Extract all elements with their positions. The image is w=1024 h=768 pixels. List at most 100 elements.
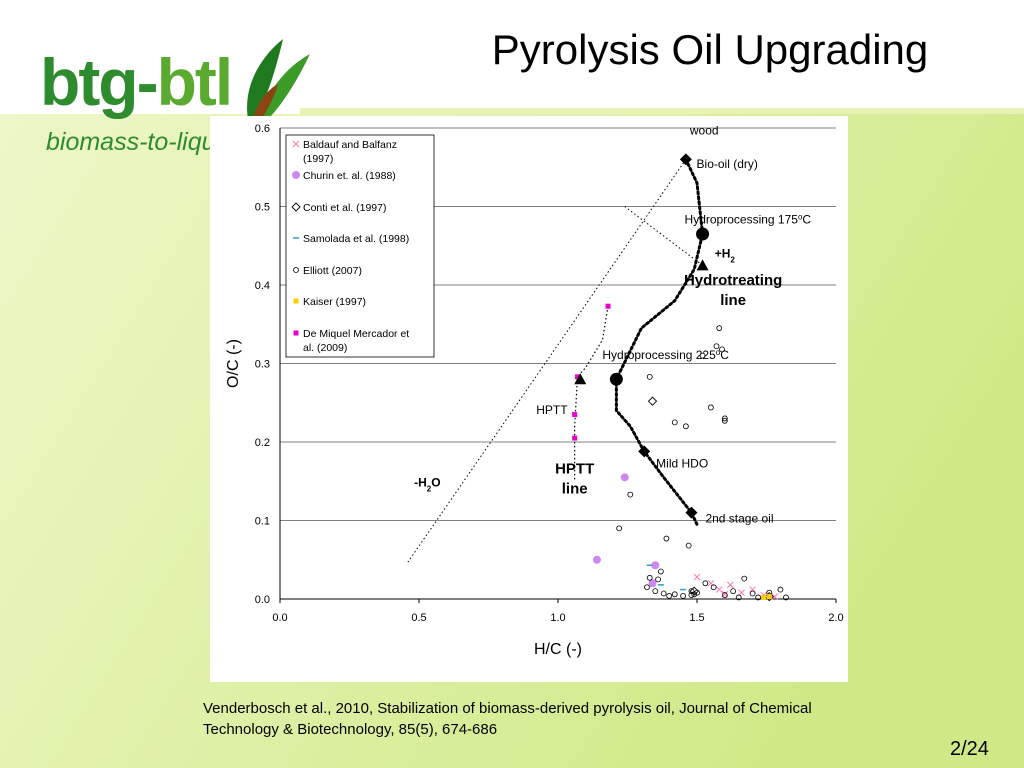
data-point xyxy=(710,584,717,591)
data-point xyxy=(777,586,784,593)
key-point-marker xyxy=(696,227,710,241)
label-suffix: C xyxy=(720,348,729,362)
data-point xyxy=(671,591,678,598)
data-point xyxy=(663,535,670,542)
data-point xyxy=(707,404,714,411)
hptt-line xyxy=(574,306,609,482)
page-number: 2/24 xyxy=(950,738,989,760)
data-point xyxy=(691,591,698,598)
y-tick-label: 0.3 xyxy=(255,359,270,371)
data-point xyxy=(655,576,661,583)
y-tick-label: 0.1 xyxy=(255,516,270,528)
data-point xyxy=(592,555,601,564)
annotation-suffix: O xyxy=(431,476,440,490)
data-point xyxy=(741,575,748,582)
data-point xyxy=(572,412,578,418)
scatter-chart: 0.0 0.1 0.2 0.3 0.4 0.5 0.6 0.0 0.5 1.0 1.5 2.0 H/C … xyxy=(225,123,844,658)
citation-text: Venderbosch et al., 2010, Stabilization … xyxy=(203,700,812,738)
data-point xyxy=(605,303,611,309)
x-tick-label: 1.0 xyxy=(550,612,565,624)
data-point xyxy=(660,590,667,597)
data-point xyxy=(730,588,737,595)
data-point xyxy=(574,374,580,380)
data-point xyxy=(715,586,723,593)
x-tick-label: 2.0 xyxy=(828,612,843,624)
annotation-label: +H2 xyxy=(715,247,736,265)
key-point-marker xyxy=(685,506,698,519)
data-point xyxy=(627,491,634,498)
x-tick-label: 1.5 xyxy=(689,612,704,624)
marker-stroke xyxy=(693,573,701,581)
legend-label: De Miquel Mercador et xyxy=(303,328,409,340)
legend-label: Elliott (2007) xyxy=(303,265,362,277)
subscript: 2 xyxy=(730,255,735,264)
data-point xyxy=(693,573,701,581)
legend-label: Baldauf and Balfanz xyxy=(303,139,397,151)
data-point xyxy=(671,419,678,426)
marker-stroke xyxy=(727,581,734,589)
data-point xyxy=(685,542,692,549)
key-point-label: Bio-oil (dry) xyxy=(697,157,758,171)
data-point xyxy=(764,592,774,602)
data-point xyxy=(644,584,650,591)
data-point xyxy=(716,325,723,332)
data-point xyxy=(761,594,767,600)
data-point xyxy=(749,590,756,597)
y-tick-label: 0.6 xyxy=(255,123,270,135)
annotation-label: Hydrotreating xyxy=(684,272,782,289)
key-point-marker xyxy=(696,259,709,271)
logo-subtitle: biomass-to-liquid xyxy=(46,128,235,156)
data-point xyxy=(646,373,653,380)
data-point xyxy=(694,589,700,596)
key-point-label: wood xyxy=(689,123,719,137)
x-tick-label: 0.5 xyxy=(411,612,426,624)
marker-stroke xyxy=(715,586,723,593)
superscript: o xyxy=(716,348,721,357)
data-point xyxy=(771,593,779,600)
data-point xyxy=(721,415,728,422)
data-point xyxy=(766,594,772,600)
legend-box xyxy=(285,134,435,358)
data-point xyxy=(682,423,689,430)
key-point-label: HPTT xyxy=(536,403,568,417)
data-point xyxy=(657,568,664,575)
legend-label: al. (2009) xyxy=(303,342,347,354)
data-point xyxy=(646,574,653,581)
data-point xyxy=(727,581,734,589)
data-point xyxy=(721,417,728,424)
data-point xyxy=(688,592,695,598)
annotation-label: line xyxy=(720,292,746,309)
legend-marker xyxy=(292,140,300,148)
legend-marker xyxy=(292,171,300,179)
h2-addition-line xyxy=(624,206,703,266)
data-point xyxy=(652,588,659,595)
legend-label: (1997) xyxy=(303,153,333,165)
key-point-label: 2nd stage oil xyxy=(705,512,773,526)
legend-marker xyxy=(293,298,299,304)
x-axis-label: H/C (-) xyxy=(534,641,582,658)
data-point xyxy=(616,525,623,532)
data-point xyxy=(755,594,762,601)
logo-wordmark: btg-btl xyxy=(40,45,233,119)
legend-label: Kaiser (1997) xyxy=(303,296,366,308)
y-tick-label: 0.4 xyxy=(255,280,270,292)
data-point xyxy=(783,594,789,601)
slide-title: Pyrolysis Oil Upgrading xyxy=(491,26,929,73)
data-point xyxy=(572,435,578,441)
y-tick-label: 0.2 xyxy=(255,437,270,449)
data-point xyxy=(719,346,725,353)
data-point xyxy=(702,580,709,587)
key-point-marker xyxy=(679,153,692,166)
data-point xyxy=(647,396,658,406)
btg-btl-logo: btg-btl biomass-to-liquid xyxy=(38,36,328,156)
marker-stroke xyxy=(707,579,715,587)
data-point xyxy=(680,592,687,599)
legend-marker xyxy=(291,202,301,212)
annotation-label: HPTT xyxy=(555,460,594,477)
legend-marker xyxy=(293,330,299,336)
legend: Baldauf and Balfanz (1997) Churin et. al. … xyxy=(285,134,435,358)
data-point xyxy=(735,594,742,601)
data-point xyxy=(620,473,629,482)
annotation-label: line xyxy=(562,480,588,497)
key-point-marker xyxy=(609,372,623,386)
